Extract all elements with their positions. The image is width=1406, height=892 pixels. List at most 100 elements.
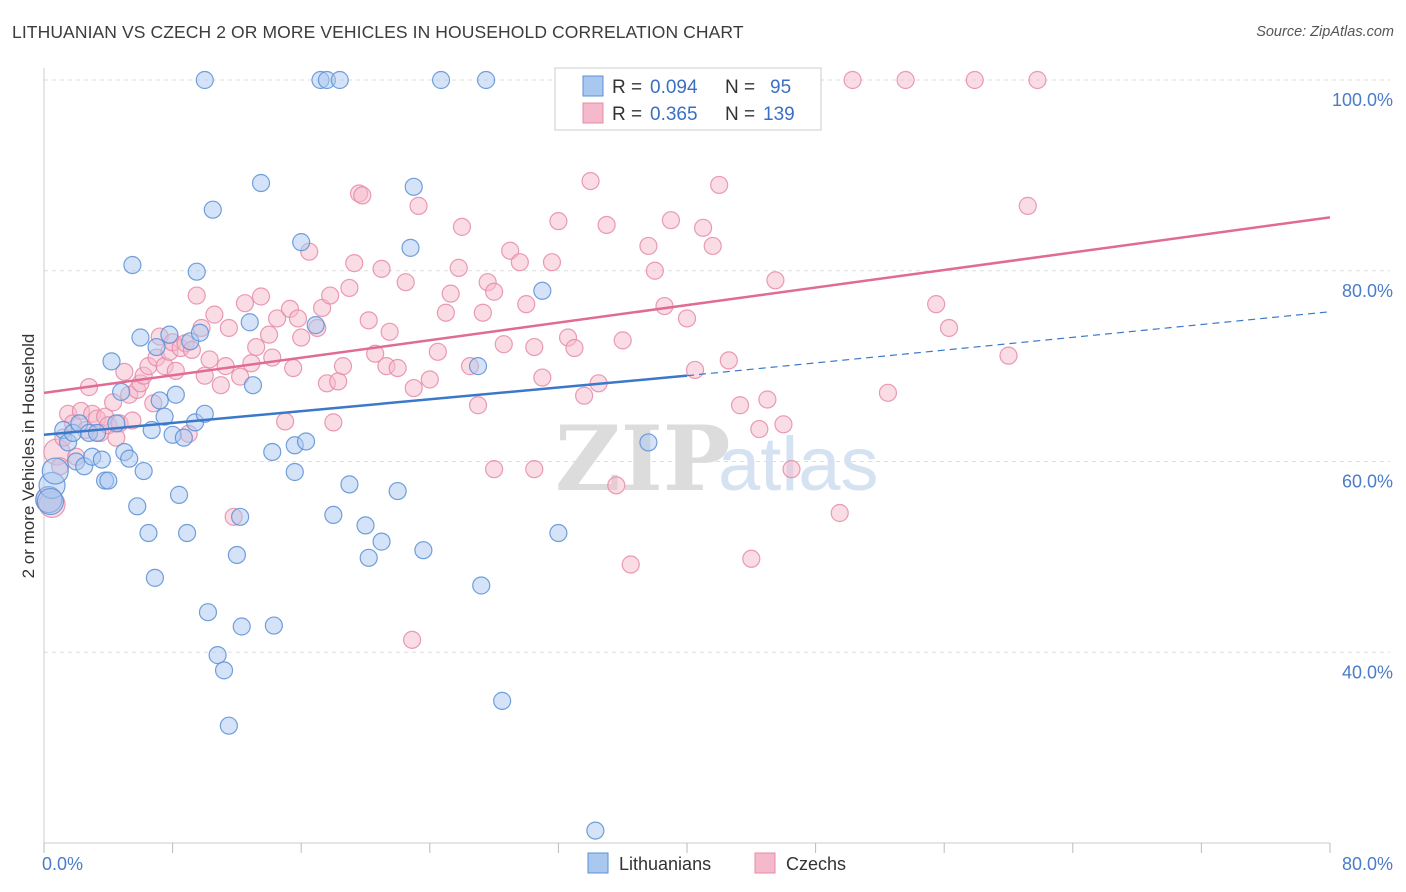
czech-point-51 [259,325,279,344]
czech-point-78 [404,378,423,398]
lithuanian-point-25 [139,523,158,543]
lithuanian-point-43 [203,200,222,219]
lithuanian-point-64 [372,532,391,551]
czech-point-79 [409,196,428,215]
czech-point-70 [353,186,372,205]
czech-point-116 [710,175,729,195]
czech-point-136 [1028,70,1047,90]
lithuanian-point-71 [493,691,512,710]
watermark-zip: ZIP [555,406,730,512]
czech-point-90 [485,282,504,301]
czech-point-83 [441,284,460,303]
lithuanian-point-39 [187,262,206,281]
lithuanian-point-76 [195,70,214,90]
czech-point-124 [782,460,801,479]
czech-point-110 [655,296,674,316]
y-tick-label-1: 60.0% [1342,472,1393,492]
czech-point-53 [267,309,287,328]
czech-point-98 [549,212,568,231]
czech-point-128 [939,318,959,338]
bottom-legend-lithuanians: Lithuanians [619,854,711,874]
czech-point-57 [288,309,308,328]
czech-points [35,70,1047,649]
lithuanian-point-27 [145,568,165,587]
czech-point-111 [661,211,681,230]
lithuanian-point-52 [251,173,271,193]
lithuanian-points [35,70,658,840]
czech-point-58 [292,328,311,347]
lithuanian-point-28 [147,337,166,357]
czech-point-134 [896,70,915,90]
czech-point-65 [329,372,348,391]
czech-point-133 [843,70,862,90]
x-tick-label-max: 80.0% [1342,854,1393,874]
legend-r-value-1: 0.094 [650,77,698,98]
lithuanian-point-58 [296,432,316,451]
lithuanian-point-33 [166,385,185,404]
lithuanian-point-54 [264,616,283,635]
legend-n-label-2: N = [725,104,755,125]
czech-point-93 [510,253,529,272]
czech-point-122 [766,271,785,290]
lithuanian-point-69 [468,357,488,376]
czech-point-137 [403,630,422,649]
czech-point-107 [621,555,640,574]
lithuanian-point-44 [208,646,227,665]
czech-point-87 [468,396,488,415]
czech-point-115 [703,236,722,256]
lithuanian-point-36 [177,523,197,543]
lithuanian-point-3 [36,487,65,516]
czech-trend-line [43,216,1331,395]
czech-point-56 [284,358,303,378]
lithuanian-point-50 [240,313,259,332]
czech-point-109 [645,261,664,280]
czech-point-102 [581,171,600,191]
czech-point-82 [436,303,455,322]
lithuanian-point-46 [219,716,238,735]
czech-point-85 [452,217,472,236]
czech-point-68 [345,254,364,273]
lithuanian-point-22 [128,497,147,516]
czech-point-88 [473,303,492,322]
czech-point-95 [525,337,544,357]
lithuanian-point-48 [231,507,250,526]
czech-point-138 [485,460,504,479]
lithuanian-point-60 [324,505,343,525]
lithuanian-point-45 [214,661,234,680]
lithuanian-point-65 [388,481,407,501]
x-tick-labels: 0.0% 80.0% [42,854,1393,874]
czech-point-118 [730,396,750,415]
czech-point-127 [927,295,946,314]
czech-point-135 [965,70,984,90]
y-tick-label-2: 80.0% [1342,281,1393,301]
czech-point-84 [449,258,468,277]
czech-point-91 [494,335,513,354]
legend-r-label-2: R = [612,104,642,125]
lithuanian-point-34 [169,485,189,504]
czech-point-63 [321,286,340,305]
bottom-legend: Lithuanians Czechs [587,852,846,874]
lithuanian-point-61 [340,475,359,494]
bottom-legend-czechs: Czechs [786,854,846,874]
czech-point-105 [607,476,626,495]
lithuanian-point-40 [190,323,210,342]
czech-point-125 [830,503,849,523]
lithuanian-point-30 [155,407,174,426]
czech-point-94 [517,295,536,314]
lithuanian-point-80 [431,70,451,90]
czech-point-104 [597,215,616,235]
lithuanian-point-2 [41,457,69,485]
lithuanian-point-42 [198,603,218,622]
lithuanian-point-18 [112,382,131,401]
czech-point-131 [525,460,544,479]
lithuanian-point-56 [285,462,304,482]
czech-point-37 [187,286,206,305]
legend-n-value-1: 95 [770,77,791,98]
chart-title: LITHUANIAN VS CZECH 2 OR MORE VEHICLES I… [12,22,744,42]
bottom-legend-swatch-lithuanians [587,852,609,874]
lithuanian-point-73 [549,523,568,543]
czech-point-96 [533,368,552,387]
lithuanian-point-51 [243,376,263,395]
y-axis-label: 2 or more Vehicles in Household [19,334,38,579]
